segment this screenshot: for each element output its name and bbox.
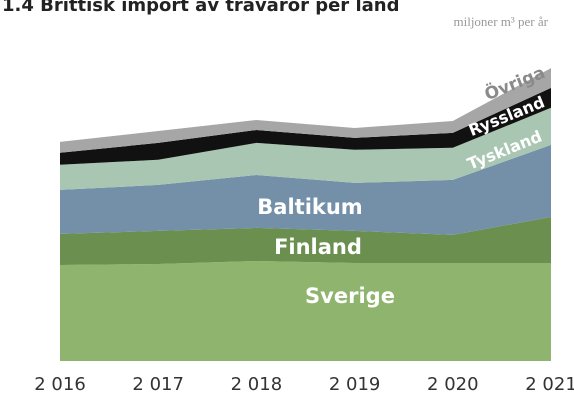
area [60, 68, 551, 153]
series-label: Baltikum [257, 195, 362, 219]
area [60, 87, 551, 165]
unit-label: miljoner m³ per år [453, 14, 548, 29]
series-label: Finland [274, 235, 362, 259]
area [60, 261, 551, 361]
x-tick-label: 2 020 [427, 374, 479, 395]
x-tick-label: 2 016 [34, 374, 86, 395]
area [60, 217, 551, 265]
x-tick-label: 2 018 [231, 374, 283, 395]
x-tick-label: 2 019 [329, 374, 381, 395]
chart-title: 1.4 Brittisk import av trävaror per land [2, 0, 399, 16]
x-tick-label: 2 017 [132, 374, 184, 395]
x-tick-label: 2 021 [525, 374, 574, 395]
series-label: Sverige [305, 284, 395, 308]
area [60, 107, 551, 190]
area [60, 144, 551, 235]
